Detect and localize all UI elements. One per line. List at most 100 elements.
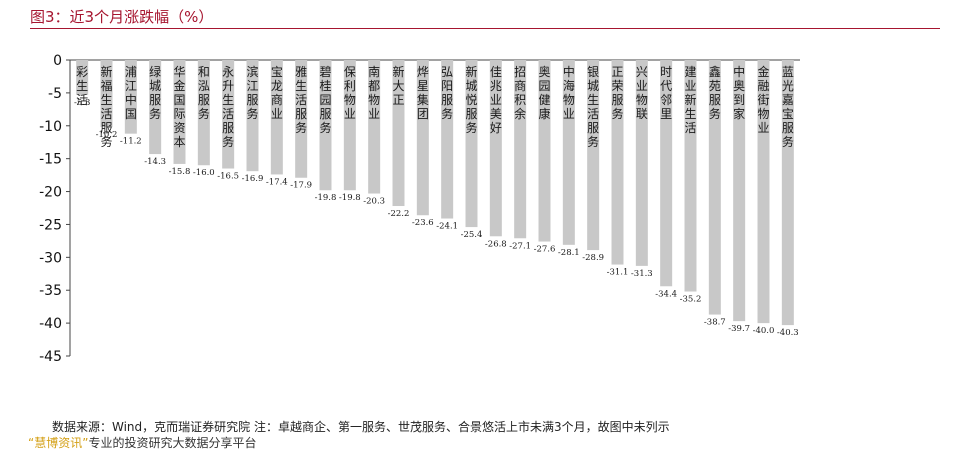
category-label: 绿城服务 — [149, 64, 161, 121]
y-tick-label: 0 — [53, 53, 62, 69]
bar — [222, 60, 235, 169]
bar — [684, 60, 697, 292]
chart-title: 图3：近3个月涨跌幅（%） — [30, 8, 214, 26]
y-tick-label: -30 — [39, 250, 62, 266]
category-label: 新城悦服务 — [465, 64, 477, 135]
category-label: 新福生活服务 — [100, 64, 112, 149]
footer-text: 专业的投资研究大数据分享平台 — [88, 436, 257, 450]
category-label: 雅生活服务 — [295, 64, 307, 135]
category-label: 南都物业 — [368, 64, 380, 121]
bar — [416, 60, 429, 216]
category-label: 招商积余 — [514, 65, 526, 121]
bar — [733, 60, 746, 322]
data-label: -40.0 — [753, 326, 775, 336]
bar — [100, 60, 113, 128]
bar — [124, 60, 137, 134]
bar — [343, 60, 356, 191]
data-label: -19.8 — [339, 193, 361, 203]
data-label: -35.2 — [680, 295, 702, 305]
data-label: -14.3 — [144, 157, 166, 167]
data-label: -22.2 — [388, 209, 410, 219]
bar — [708, 60, 721, 315]
category-label: 中奥到家 — [733, 64, 745, 121]
bar — [76, 60, 89, 95]
category-label: 彩生活 — [76, 65, 88, 107]
category-label: 永升生活服务 — [222, 65, 234, 149]
bar — [538, 60, 551, 242]
bar — [757, 60, 770, 324]
bar — [246, 60, 259, 172]
category-label: 兴业物联 — [636, 65, 648, 121]
bar — [441, 60, 454, 219]
bar-chart: 0 -5 -10 -15 -20 -25 -30 -35 -40 -45 -5.3 -10.2-11… — [39, 53, 800, 365]
bar — [611, 60, 624, 265]
data-label: -27.1 — [509, 241, 531, 251]
data-label: -39.7 — [728, 324, 750, 334]
category-label: 烨星集团 — [417, 65, 429, 121]
bar — [368, 60, 381, 194]
data-label: -17.4 — [266, 177, 288, 187]
y-tick-label: -35 — [39, 283, 62, 299]
category-label: 建业新生活 — [684, 65, 696, 135]
y-tick-label: -15 — [39, 152, 62, 168]
y-tick-label: -25 — [39, 217, 62, 233]
data-label: -27.6 — [534, 245, 556, 255]
category-label: 新大正 — [392, 64, 404, 107]
data-label: -25.4 — [461, 230, 483, 240]
category-label: 和泓服务 — [198, 65, 210, 121]
data-label: -17.9 — [290, 181, 312, 191]
bar — [270, 60, 283, 175]
data-label: -16.9 — [242, 174, 264, 184]
category-label: 金融街物业 — [757, 64, 769, 135]
category-label: 保利物业 — [344, 65, 356, 121]
y-tick-label: -20 — [39, 185, 62, 201]
y-axis: 0 -5 -10 -15 -20 -25 -30 -35 -40 -45 — [39, 53, 800, 365]
category-label: 浦江中国 — [125, 65, 137, 121]
y-tick-label: -5 — [48, 86, 62, 102]
bar-series — [76, 60, 794, 326]
y-tick-label: -45 — [39, 349, 62, 365]
data-label: -24.1 — [436, 222, 458, 232]
data-label: -11.2 — [120, 137, 142, 147]
data-label: -16.5 — [217, 172, 239, 182]
data-label: -16.0 — [193, 168, 215, 178]
data-label: -31.3 — [631, 269, 653, 279]
category-label: 华金国际资本 — [173, 65, 185, 149]
bar — [562, 60, 575, 245]
title-rule — [30, 28, 940, 29]
bar — [587, 60, 600, 251]
bar — [295, 60, 308, 178]
data-label: -5.3 — [74, 98, 90, 108]
footer-brand: “慧博资讯” — [28, 436, 89, 450]
data-label: -31.1 — [607, 268, 629, 278]
bar — [197, 60, 210, 166]
category-label: 正荣服务 — [611, 65, 623, 121]
category-label: 中海物业 — [563, 64, 575, 121]
category-label: 银城生活服务 — [587, 65, 599, 149]
category-label: 滨江服务 — [246, 64, 258, 121]
data-label: -40.3 — [777, 328, 799, 338]
bar — [489, 60, 502, 237]
bar — [173, 60, 186, 164]
source-note: 数据来源：Wind，克而瑞证券研究院 注：卓越商企、第一服务、世茂服务、合景悠活… — [52, 420, 670, 434]
bar — [392, 60, 405, 207]
data-label: -38.7 — [704, 318, 726, 328]
category-label: 弘阳服务 — [441, 65, 453, 121]
category-label: 宝龙商业 — [271, 65, 283, 121]
data-label: -28.1 — [558, 248, 580, 258]
y-tick-label: -40 — [39, 316, 62, 332]
data-label: -15.8 — [169, 167, 191, 177]
category-label: 奥园健康 — [538, 65, 550, 121]
data-label: -23.6 — [412, 218, 434, 228]
bar — [635, 60, 648, 266]
bar — [319, 60, 332, 191]
bar — [781, 60, 794, 326]
bar — [514, 60, 527, 239]
data-labels: -5.3-10.2-11.2-14.3-15.8 -16.0 -16.5 -16.9-… — [74, 98, 799, 338]
bar — [660, 60, 673, 287]
bar — [149, 60, 162, 155]
y-tick-label: -10 — [39, 119, 62, 135]
data-label: -26.8 — [485, 239, 507, 249]
category-label: 鑫苑服务 — [709, 64, 721, 121]
